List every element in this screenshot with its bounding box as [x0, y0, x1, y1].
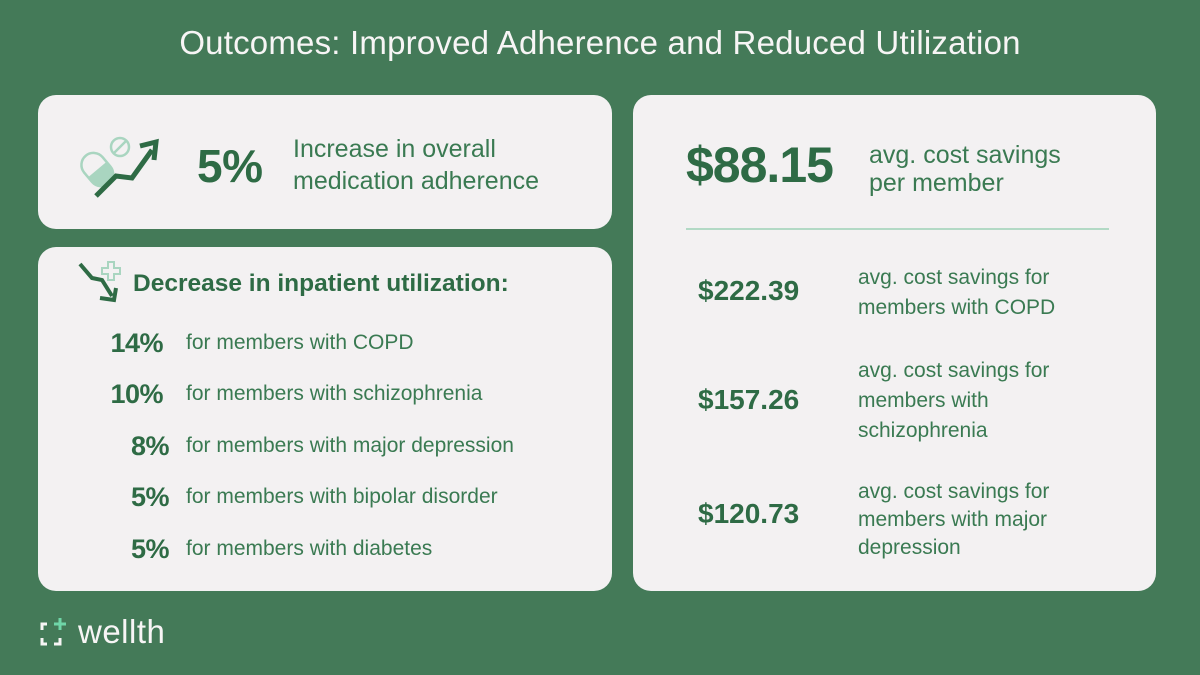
inpatient-row: 5% for members with diabetes: [90, 531, 432, 567]
inpatient-label: for members with schizophrenia: [186, 382, 483, 405]
adherence-card: [38, 95, 612, 229]
inpatient-heading: Decrease in inpatient utilization:: [133, 270, 509, 297]
savings-hero-label: avg. cost savings per member: [869, 141, 1061, 197]
savings-item-label: avg. cost savings for members with COPD: [858, 263, 1118, 323]
inpatient-label: for members with COPD: [186, 331, 414, 354]
savings-hero-value: $88.15: [686, 137, 834, 193]
wellth-logo: wellth: [40, 613, 165, 651]
inpatient-value: 10%: [110, 378, 163, 409]
brand-name: wellth: [78, 613, 166, 650]
savings-item-label-line: avg. cost savings for: [858, 480, 1050, 503]
savings-item-value: $120.73: [698, 498, 800, 529]
inpatient-card: [38, 247, 612, 591]
savings-hero-label-line2: per member: [869, 169, 1004, 197]
savings-item-label-line: members with major: [858, 508, 1048, 531]
savings-item-label-line: avg. cost savings for: [858, 266, 1050, 289]
inpatient-value: 14%: [110, 327, 163, 358]
wellth-bracket-plus-icon: [40, 618, 66, 646]
savings-item-label-line: schizophrenia: [858, 419, 988, 442]
savings-item-label-line: members with: [858, 389, 989, 412]
savings-item-label-line: members with COPD: [858, 296, 1056, 319]
inpatient-row: 5% for members with bipolar disorder: [90, 479, 498, 515]
inpatient-row: 8% for members with major depression: [90, 428, 514, 464]
savings-item-label-line: depression: [858, 536, 961, 559]
savings-card: [633, 95, 1156, 591]
hospital-trending-down-icon: [78, 261, 121, 303]
savings-item-label: avg. cost savings for members with schiz…: [858, 356, 1118, 446]
adherence-label: Increase in overall medication adherence: [293, 133, 539, 197]
inpatient-label: for members with diabetes: [186, 537, 433, 560]
inpatient-label: for members with major depression: [186, 434, 514, 457]
savings-item-label-line: avg. cost savings for: [858, 359, 1050, 382]
inpatient-value: 5%: [130, 481, 170, 512]
inpatient-row: 14% for members with COPD: [90, 325, 414, 361]
inpatient-row: 10% for members with schizophrenia: [90, 376, 482, 412]
adherence-label-line1: Increase in overall: [293, 135, 496, 163]
divider: [686, 228, 1109, 230]
inpatient-value: 8%: [130, 430, 170, 461]
inpatient-label: for members with bipolar disorder: [186, 485, 498, 508]
savings-hero-label-line1: avg. cost savings: [869, 141, 1061, 169]
inpatient-value: 5%: [130, 533, 170, 564]
adherence-label-line2: medication adherence: [293, 167, 539, 195]
savings-item-value: $157.26: [698, 384, 800, 415]
savings-item-label: avg. cost savings for members with major…: [858, 478, 1118, 562]
pills-trending-up-icon: [80, 136, 159, 198]
savings-item-value: $222.39: [698, 275, 800, 306]
page-title: Outcomes: Improved Adherence and Reduced…: [179, 24, 1021, 61]
adherence-value: 5%: [197, 140, 263, 192]
